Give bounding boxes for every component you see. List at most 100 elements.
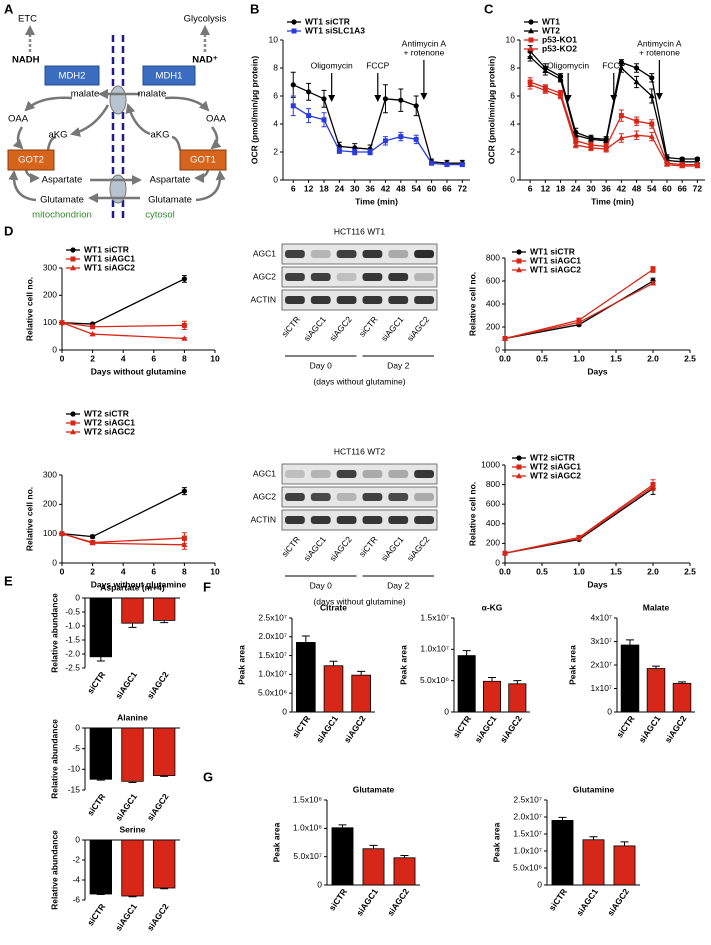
bar xyxy=(393,857,416,886)
marker xyxy=(527,53,534,59)
error-bar xyxy=(96,656,105,662)
series-line xyxy=(529,56,698,163)
marker xyxy=(382,138,388,144)
marker xyxy=(650,267,656,272)
blot-title: HCT116 WT2 xyxy=(334,446,386,456)
panel-label: C xyxy=(484,1,494,16)
y-axis-label: Relative abundance xyxy=(49,719,59,799)
error-bar xyxy=(558,816,567,821)
y-tick-label: 0 xyxy=(75,834,80,844)
blot-band xyxy=(310,296,331,304)
blot-band xyxy=(362,493,383,501)
blot-row-label: AGC1 xyxy=(253,468,276,478)
x-axis-label: Days xyxy=(587,579,608,589)
blot-band xyxy=(414,470,434,478)
blot-band xyxy=(362,250,383,258)
error-bar xyxy=(589,836,598,840)
blot-band xyxy=(388,296,409,304)
panel-label: B xyxy=(250,1,259,16)
x-tick-label: 6 xyxy=(151,566,156,576)
blot-band xyxy=(336,516,357,524)
marker xyxy=(557,76,564,82)
marker xyxy=(181,322,187,328)
error-bar xyxy=(329,660,338,666)
bar xyxy=(121,597,144,624)
error-bar xyxy=(96,894,105,895)
series-line xyxy=(504,486,654,554)
legend-label: WT1 siAGC1 xyxy=(84,253,135,263)
marker xyxy=(648,133,655,139)
legend-label: WT1 siCTR xyxy=(530,246,575,256)
series-line xyxy=(504,487,654,554)
marker xyxy=(291,28,297,34)
x-tick-label: siAGC1 xyxy=(113,669,139,700)
chart-title: Serine xyxy=(120,824,146,834)
x-tick-label: 60 xyxy=(427,183,437,193)
y-tick-label: 1.0x10⁸ xyxy=(293,823,323,833)
diagram-label: aKG xyxy=(48,130,67,141)
marker xyxy=(429,160,435,166)
marker xyxy=(352,149,358,155)
y-axis-label: Relative abundance xyxy=(49,593,59,673)
x-tick-label: 2 xyxy=(90,566,95,576)
y-tick-label: 800 xyxy=(486,479,500,489)
blot-band xyxy=(310,470,331,478)
legend-label: WT1 siSLC1A3 xyxy=(305,25,365,35)
marker xyxy=(398,134,404,140)
bar xyxy=(89,597,112,658)
marker xyxy=(382,96,389,102)
error-bar xyxy=(620,841,629,846)
marker xyxy=(516,472,522,479)
marker xyxy=(603,146,610,152)
marker xyxy=(181,535,187,541)
annotation-arrowhead xyxy=(420,93,428,100)
y-tick-label: 400 xyxy=(486,518,500,528)
y-tick-label: 0 xyxy=(317,879,322,889)
diagram-label: malate xyxy=(71,89,100,100)
x-tick-label: 30 xyxy=(350,183,360,193)
bar xyxy=(296,642,316,713)
y-tick-label: 0 xyxy=(52,557,57,567)
marker xyxy=(572,141,579,148)
x-tick-label: siAGC1 xyxy=(637,713,663,744)
series-line xyxy=(529,84,698,167)
blot-band xyxy=(285,470,305,478)
y-axis-label: Peak area xyxy=(567,645,577,685)
x-tick-label: 72 xyxy=(458,183,468,193)
blot-band xyxy=(414,493,434,501)
y-tick-label: 0 xyxy=(52,344,57,354)
x-tick-label: siAGC2 xyxy=(605,886,631,917)
y-tick-label: 2.0x10⁷ xyxy=(258,631,287,641)
chart-title: Glutamine xyxy=(573,784,615,794)
bar xyxy=(582,839,605,886)
y-tick-label: 0 xyxy=(537,879,542,889)
y-tick-label: 1.5x10⁷ xyxy=(420,612,449,622)
x-tick-label: siAGC1 xyxy=(574,886,600,917)
group-label: Day 2 xyxy=(387,580,409,590)
error-bar xyxy=(652,665,660,669)
marker xyxy=(527,81,534,87)
y-tick-label: -15 xyxy=(68,784,81,794)
diagram-label: malate xyxy=(138,89,167,100)
enzyme-box xyxy=(142,65,196,86)
x-tick-label: 2.5 xyxy=(684,566,696,576)
marker xyxy=(618,113,624,119)
lane-label: siAGC2 xyxy=(327,314,354,343)
blot-strip xyxy=(281,486,438,508)
lane-label: siAGC2 xyxy=(405,314,432,343)
diagram-label: MDH1 xyxy=(156,71,183,82)
marker xyxy=(650,483,656,489)
marker xyxy=(649,75,655,81)
y-tick-label: 5.0x10⁶ xyxy=(258,687,287,697)
y-tick-label: 2.5x10⁷ xyxy=(258,612,287,622)
y-axis-label: Peak area xyxy=(491,822,501,862)
x-tick-label: 0.5 xyxy=(536,353,548,363)
series-line xyxy=(504,280,654,340)
x-tick-label: 6 xyxy=(291,183,296,193)
legend-label: WT1 xyxy=(542,16,560,26)
x-tick-label: 42 xyxy=(617,183,627,193)
bar xyxy=(121,727,144,782)
legend-label: WT1 siAGC2 xyxy=(530,264,581,274)
x-tick-label: 66 xyxy=(677,183,687,193)
blot-band xyxy=(336,273,357,281)
